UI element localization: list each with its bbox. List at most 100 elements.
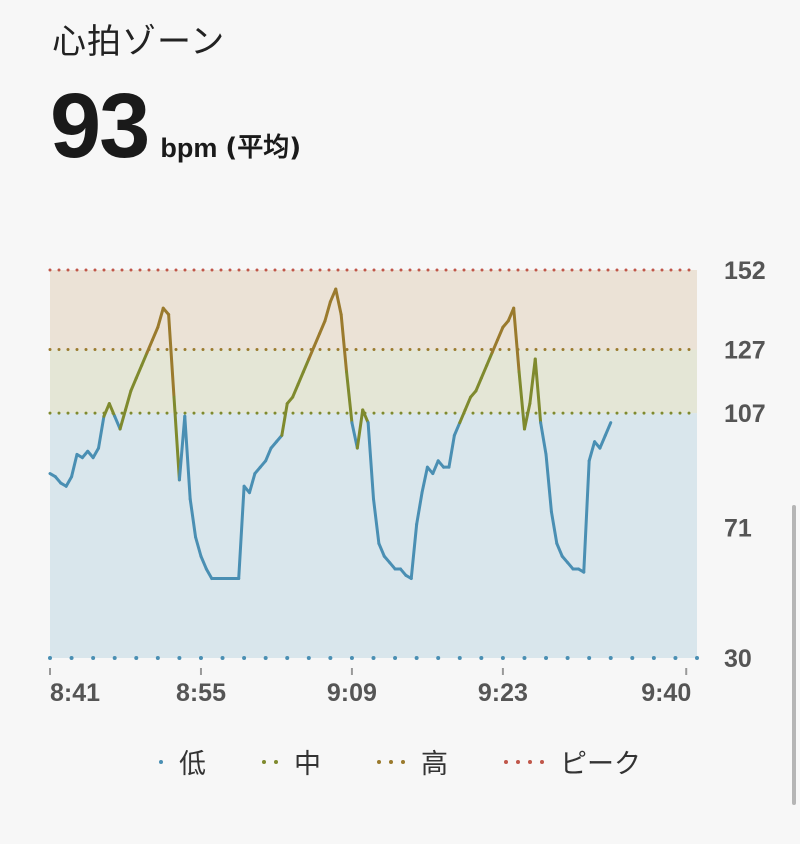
- heart-rate-segment: [603, 421, 613, 437]
- average-suffix: (平均): [225, 133, 302, 163]
- heart-rate-segment: [291, 382, 300, 399]
- heart-rate-segment: [485, 351, 494, 367]
- axis-dot: [393, 656, 398, 660]
- legend-item: 高: [377, 742, 448, 781]
- y-tick-label: 127: [724, 337, 766, 365]
- heart-rate-segment: [194, 535, 203, 558]
- legend-swatch: [504, 759, 544, 764]
- y-tick-label: 71: [724, 515, 752, 543]
- axis-dot: [69, 656, 74, 660]
- heart-rate-segment: [264, 446, 273, 463]
- heart-rate-segment: [129, 376, 138, 393]
- heart-rate-segment: [123, 389, 133, 412]
- axis-dot: [349, 656, 354, 660]
- heart-rate-segment: [458, 408, 467, 425]
- heart-rate-segment: [598, 433, 607, 450]
- heart-rate-segment: [177, 414, 187, 482]
- heart-rate-segment: [64, 475, 74, 488]
- average-value: 93: [50, 75, 150, 177]
- axis-dot: [587, 656, 592, 660]
- heart-rate-segment: [517, 370, 526, 431]
- axis-dot: [565, 656, 570, 660]
- heart-rate-segment: [463, 395, 473, 412]
- axis-dot: [328, 656, 333, 660]
- heart-rate-segment: [301, 357, 311, 374]
- axis-dot: [220, 656, 225, 660]
- heart-rate-segment: [107, 402, 117, 418]
- axis-dot: [134, 656, 139, 660]
- heart-rate-segment: [533, 357, 543, 425]
- zone-threshold-lines: [48, 268, 699, 415]
- legend-swatch: [377, 759, 405, 764]
- axis-dot: [522, 656, 527, 660]
- heart-rate-segment: [150, 325, 160, 342]
- axis-dot: [630, 656, 635, 660]
- axis-dot: [651, 656, 656, 660]
- scrollbar[interactable]: [792, 505, 796, 805]
- heart-rate-segment: [156, 306, 165, 329]
- heart-rate-segment: [479, 363, 489, 380]
- axis-dot: [155, 656, 160, 660]
- heart-rate-segment: [377, 542, 386, 558]
- heart-rate-segment: [361, 408, 370, 425]
- heart-rate-segment: [372, 497, 381, 546]
- axis-dot: [198, 656, 203, 660]
- average-unit: bpm: [160, 133, 218, 163]
- heart-rate-segment: [496, 325, 505, 342]
- legend-swatch: [159, 759, 163, 764]
- heart-rate-segment: [366, 421, 375, 501]
- heart-rate-segment: [204, 567, 214, 580]
- legend-item: 低: [159, 742, 206, 781]
- heart-rate-zone-chart[interactable]: 152 127 107 71 30 8:41 8:55 9:09 9:23 9:40: [0, 0, 800, 720]
- y-tick-label: 152: [724, 257, 766, 285]
- zone-band-1: [50, 349, 697, 414]
- heart-rate-segment: [587, 440, 597, 463]
- axis-dot: [306, 656, 311, 660]
- heart-rate-segment: [97, 414, 106, 450]
- heart-rate-line: [48, 287, 613, 580]
- legend-swatch: [262, 759, 278, 764]
- heart-rate-segment: [312, 332, 322, 348]
- heart-rate-segment: [307, 344, 316, 361]
- axis-dot: [500, 656, 505, 660]
- zone-band-0: [50, 413, 697, 658]
- x-tick-label: 9:40: [641, 679, 691, 707]
- axis-dot: [544, 656, 549, 660]
- heart-rate-segment: [555, 542, 564, 558]
- x-tick-label: 9:23: [478, 679, 528, 707]
- heart-rate-segment: [539, 421, 548, 456]
- y-axis-ticks: 152 127 107 71 30: [724, 257, 766, 673]
- heart-rate-segment: [280, 402, 289, 437]
- heart-rate-segment: [296, 370, 305, 386]
- axis-dot: [48, 656, 52, 660]
- heart-rate-segment: [334, 287, 343, 317]
- axis-dot: [457, 656, 462, 660]
- zone-bands: [50, 270, 697, 658]
- axis-dot: [479, 656, 484, 660]
- legend-item: ピーク: [504, 742, 641, 781]
- x-tick-label: 9:09: [327, 679, 377, 707]
- heart-rate-segment: [323, 300, 332, 323]
- heart-rate-segment: [582, 459, 591, 574]
- heart-rate-segment: [522, 402, 532, 431]
- axis-dot: [695, 656, 699, 660]
- heart-rate-segment: [345, 370, 354, 425]
- heart-rate-segment: [415, 491, 424, 526]
- y-tick-label: 30: [724, 645, 752, 673]
- heart-rate-segment: [199, 554, 208, 571]
- legend-label: 高: [421, 749, 448, 780]
- heart-rate-segment: [102, 402, 111, 418]
- legend-label: 中: [294, 749, 321, 780]
- heart-rate-segment: [528, 357, 537, 406]
- heart-rate-segment: [140, 351, 149, 367]
- heart-rate-segment: [188, 497, 198, 539]
- page-title: 心拍ゾーン: [52, 22, 226, 62]
- heart-rate-segment: [447, 433, 456, 469]
- heart-rate-segment: [237, 484, 246, 580]
- axis-dot: [285, 656, 290, 660]
- heart-rate-segment: [474, 376, 483, 393]
- heart-rate-segment: [118, 408, 127, 431]
- heart-rate-segment: [70, 452, 79, 479]
- zone-band-2: [50, 270, 697, 350]
- heart-rate-segment: [247, 472, 257, 495]
